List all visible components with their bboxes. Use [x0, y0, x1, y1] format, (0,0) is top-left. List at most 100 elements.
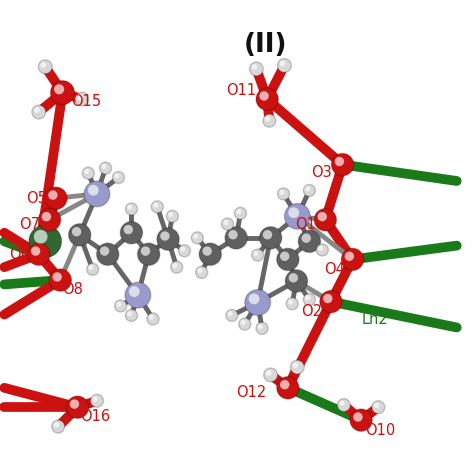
Circle shape — [34, 230, 47, 244]
Text: O8: O8 — [63, 282, 83, 297]
Circle shape — [75, 92, 89, 106]
Circle shape — [124, 225, 133, 234]
Circle shape — [252, 64, 257, 70]
Circle shape — [285, 270, 308, 292]
Circle shape — [84, 169, 89, 174]
Circle shape — [29, 225, 62, 258]
Circle shape — [115, 300, 127, 312]
Circle shape — [320, 291, 342, 313]
Circle shape — [178, 245, 191, 257]
Circle shape — [82, 167, 94, 179]
Circle shape — [38, 60, 52, 73]
Circle shape — [149, 315, 154, 320]
Circle shape — [54, 84, 64, 94]
Circle shape — [240, 320, 246, 325]
Circle shape — [291, 360, 304, 374]
Circle shape — [345, 252, 354, 261]
Circle shape — [84, 181, 110, 207]
Circle shape — [277, 377, 299, 399]
Circle shape — [277, 188, 290, 200]
Circle shape — [45, 187, 67, 210]
Circle shape — [314, 209, 337, 231]
Circle shape — [137, 243, 160, 265]
Text: O1: O1 — [295, 218, 316, 232]
Circle shape — [92, 396, 98, 401]
Circle shape — [53, 272, 62, 282]
Circle shape — [129, 286, 140, 297]
Circle shape — [239, 318, 251, 330]
Circle shape — [318, 246, 323, 251]
Circle shape — [249, 293, 259, 304]
Circle shape — [225, 227, 247, 249]
Circle shape — [280, 380, 290, 389]
Circle shape — [54, 422, 59, 428]
Circle shape — [252, 249, 264, 261]
Circle shape — [277, 59, 292, 73]
Circle shape — [157, 228, 179, 250]
Text: O16: O16 — [80, 409, 110, 424]
Circle shape — [196, 266, 208, 278]
Text: O3: O3 — [311, 165, 332, 180]
Circle shape — [27, 243, 50, 265]
Text: O4: O4 — [324, 262, 345, 277]
Circle shape — [199, 243, 221, 265]
Circle shape — [264, 368, 277, 382]
Circle shape — [235, 207, 246, 219]
Circle shape — [303, 184, 315, 197]
Text: O10: O10 — [365, 423, 396, 438]
Circle shape — [40, 62, 46, 68]
Circle shape — [288, 300, 293, 305]
Circle shape — [256, 88, 278, 110]
Circle shape — [88, 185, 99, 196]
Circle shape — [117, 302, 121, 307]
Circle shape — [112, 172, 125, 183]
Text: Ln2: Ln2 — [362, 312, 389, 327]
Circle shape — [245, 290, 271, 315]
Circle shape — [226, 310, 238, 321]
Circle shape — [256, 322, 268, 334]
Circle shape — [288, 207, 299, 218]
Text: O2: O2 — [301, 304, 322, 319]
Circle shape — [279, 190, 284, 195]
Circle shape — [193, 234, 198, 239]
Circle shape — [70, 400, 79, 409]
Circle shape — [350, 409, 372, 431]
Circle shape — [97, 243, 119, 265]
Circle shape — [100, 246, 109, 256]
Circle shape — [198, 268, 202, 273]
Text: O15: O15 — [71, 94, 101, 109]
Circle shape — [259, 91, 269, 100]
Circle shape — [151, 201, 164, 213]
Circle shape — [34, 107, 40, 113]
Circle shape — [289, 273, 298, 283]
Circle shape — [280, 61, 285, 66]
Circle shape — [141, 246, 150, 256]
Circle shape — [153, 202, 158, 208]
Circle shape — [191, 232, 203, 244]
Circle shape — [372, 401, 385, 414]
Circle shape — [280, 252, 290, 261]
Circle shape — [166, 210, 178, 222]
Circle shape — [114, 173, 119, 178]
Circle shape — [31, 246, 40, 256]
Circle shape — [126, 310, 137, 321]
Circle shape — [202, 246, 212, 256]
Circle shape — [305, 295, 310, 301]
Text: O11: O11 — [226, 83, 256, 98]
Circle shape — [258, 324, 263, 329]
Circle shape — [180, 246, 185, 252]
Circle shape — [254, 251, 258, 256]
Circle shape — [341, 248, 364, 271]
Circle shape — [168, 212, 173, 217]
Circle shape — [331, 154, 354, 176]
Circle shape — [337, 399, 350, 411]
Circle shape — [221, 218, 234, 230]
Circle shape — [171, 261, 182, 273]
Circle shape — [339, 401, 345, 406]
Circle shape — [263, 114, 276, 127]
Circle shape — [228, 311, 233, 316]
Circle shape — [91, 394, 103, 407]
Circle shape — [374, 403, 379, 408]
Circle shape — [292, 362, 298, 368]
Circle shape — [42, 212, 51, 221]
